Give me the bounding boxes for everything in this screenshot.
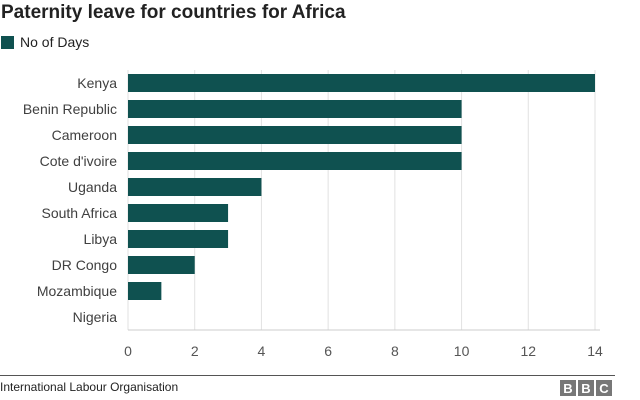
- bbc-logo-letter: B: [560, 380, 576, 396]
- legend: No of Days: [1, 34, 89, 50]
- category-label: Uganda: [68, 179, 117, 195]
- footer-divider: [0, 375, 615, 376]
- bar: [128, 282, 162, 300]
- bar: [128, 74, 595, 92]
- x-tick-label: 10: [454, 343, 470, 359]
- category-label: Kenya: [77, 75, 117, 91]
- x-tick-label: 4: [258, 343, 266, 359]
- chart-title: Paternity leave for countries for Africa: [1, 2, 346, 23]
- bar: [128, 178, 262, 196]
- x-tick-label: 2: [191, 343, 199, 359]
- bbc-logo-letter: B: [578, 380, 594, 396]
- bar: [128, 100, 462, 118]
- category-label: Benin Republic: [23, 101, 117, 117]
- category-label: DR Congo: [52, 257, 118, 273]
- legend-swatch: [1, 35, 14, 49]
- bar: [128, 204, 229, 222]
- x-tick-label: 8: [391, 343, 399, 359]
- x-tick-label: 12: [520, 343, 536, 359]
- x-tick-label: 6: [324, 343, 332, 359]
- legend-label: No of Days: [20, 34, 90, 50]
- category-label: Mozambique: [37, 283, 117, 299]
- bbc-logo: B B C: [560, 380, 612, 396]
- bar: [128, 152, 462, 170]
- bbc-logo-letter: C: [596, 380, 612, 396]
- category-label: South Africa: [42, 205, 118, 221]
- x-tick-label: 0: [124, 343, 132, 359]
- category-label: Nigeria: [73, 309, 118, 325]
- category-label: Libya: [84, 231, 118, 247]
- bar: [128, 256, 195, 274]
- category-label: Cameroon: [52, 127, 117, 143]
- x-tick-label: 14: [587, 343, 603, 359]
- bar: [128, 126, 462, 144]
- bar: [128, 230, 229, 248]
- category-label: Cote d'ivoire: [40, 153, 118, 169]
- source-text: International Labour Organisation: [0, 380, 179, 394]
